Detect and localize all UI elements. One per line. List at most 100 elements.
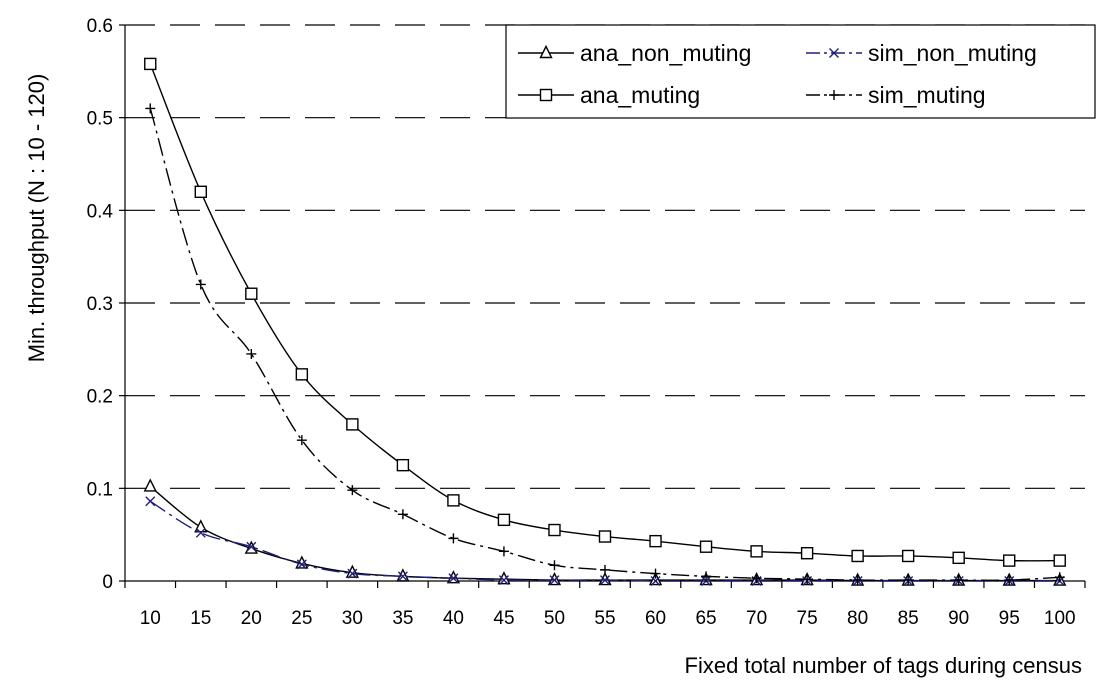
y-tick-label-1: 0.1 xyxy=(87,479,113,500)
legend-box xyxy=(505,24,1096,119)
point-sim_non_muting-6 xyxy=(448,573,459,584)
x-tick-label-9: 55 xyxy=(594,608,615,629)
point-sim_non_muting-1 xyxy=(195,527,206,538)
point-ana_muting-13 xyxy=(800,547,814,560)
point-ana_muting-11 xyxy=(699,540,713,553)
series-line-ana_muting xyxy=(149,63,1060,562)
point-ana_muting-5 xyxy=(396,458,410,472)
point-ana_non_muting-9 xyxy=(598,572,612,586)
x-tick-label-7: 45 xyxy=(493,608,514,629)
point-ana_muting-1 xyxy=(194,185,207,199)
point-ana_non_muting-0 xyxy=(143,478,157,492)
point-ana_non_muting-5 xyxy=(396,568,410,582)
legend-entry-sim_non_muting: sim_non_muting xyxy=(806,40,1037,66)
series-group xyxy=(143,57,1067,586)
x-tick-label-11: 65 xyxy=(695,608,716,629)
point-sim_muting-2 xyxy=(246,348,257,359)
point-ana_muting-14 xyxy=(851,549,864,563)
legend-marker-sim_muting xyxy=(829,90,839,100)
point-sim_muting-6 xyxy=(448,533,459,544)
point-ana_muting-4 xyxy=(346,418,359,431)
point-sim_muting-12 xyxy=(751,573,762,584)
point-ana_muting-10 xyxy=(649,534,662,548)
point-sim_non_muting-2 xyxy=(246,541,257,552)
point-sim_muting-16 xyxy=(953,575,964,586)
point-sim_non_muting-9 xyxy=(600,575,610,586)
point-ana_muting-3 xyxy=(295,368,309,381)
x-tick-label-8: 50 xyxy=(544,608,565,629)
legend-label-ana_muting: ana_muting xyxy=(580,82,700,108)
point-sim_non_muting-5 xyxy=(397,571,408,582)
legend-marker-ana_muting xyxy=(539,88,553,102)
legend-label-sim_non_muting: sim_non_muting xyxy=(868,40,1037,66)
point-sim_muting-10 xyxy=(650,568,661,579)
point-ana_muting-17 xyxy=(1003,554,1016,567)
x-tick-label-0: 10 xyxy=(140,608,161,629)
legend-entry-sim_muting: sim_muting xyxy=(806,82,986,108)
x-tick-label-16: 90 xyxy=(948,608,969,629)
x-axis-label: Fixed total number of tags during census xyxy=(685,653,1082,678)
point-ana_non_muting-7 xyxy=(497,571,511,585)
point-sim_non_muting-10 xyxy=(650,576,661,586)
y-axis-label: Min. throughput (N : 10 - 120) xyxy=(24,74,49,363)
point-sim_muting-1 xyxy=(195,279,206,290)
point-sim_muting-15 xyxy=(903,575,914,586)
x-tick-label-12: 70 xyxy=(746,608,767,629)
y-tick-label-0: 0 xyxy=(102,572,113,593)
point-sim_non_muting-3 xyxy=(296,559,307,570)
point-ana_non_muting-8 xyxy=(547,572,562,586)
x-tick-label-17: 95 xyxy=(999,608,1020,629)
point-ana_muting-7 xyxy=(497,513,511,527)
point-sim_muting-4 xyxy=(347,485,358,496)
y-tick-label-2: 0.2 xyxy=(87,387,113,408)
series-line-sim_muting xyxy=(149,108,1060,581)
x-tick-label-10: 60 xyxy=(645,608,666,629)
point-ana_muting-9 xyxy=(598,530,612,543)
point-sim_non_muting-0 xyxy=(145,496,156,507)
point-ana_muting-0 xyxy=(144,57,157,71)
x-tick-label-3: 25 xyxy=(291,608,312,629)
y-tick-label-5: 0.5 xyxy=(87,109,113,130)
point-sim_non_muting-8 xyxy=(549,575,560,586)
point-sim_muting-7 xyxy=(498,546,509,557)
point-ana_muting-12 xyxy=(750,545,763,558)
point-ana_muting-2 xyxy=(245,287,258,300)
y-tick-label-6: 0.6 xyxy=(87,16,113,37)
point-ana_muting-15 xyxy=(901,549,915,563)
legend-entry-ana_non_muting: ana_non_muting xyxy=(518,40,751,66)
point-sim_muting-5 xyxy=(397,509,408,520)
x-tick-label-13: 75 xyxy=(797,608,818,629)
point-ana_muting-6 xyxy=(447,494,460,507)
point-ana_muting-18 xyxy=(1053,554,1066,567)
x-tick-label-6: 40 xyxy=(443,608,464,629)
series-sim_non_muting xyxy=(145,496,1065,586)
x-tick-label-18: 100 xyxy=(1044,608,1076,629)
legend-marker-sim_non_muting xyxy=(829,48,839,58)
y-tick-label-3: 0.3 xyxy=(87,294,113,315)
point-ana_muting-8 xyxy=(548,523,561,537)
legend-label-sim_muting: sim_muting xyxy=(868,82,986,108)
point-sim_muting-13 xyxy=(802,574,813,585)
point-sim_muting-14 xyxy=(852,575,863,586)
legend-label-ana_non_muting: ana_non_muting xyxy=(580,40,751,66)
point-sim_muting-18 xyxy=(1054,572,1065,583)
series-ana_muting xyxy=(144,57,1066,567)
x-tick-label-2: 20 xyxy=(241,608,262,629)
point-sim_muting-8 xyxy=(549,560,560,571)
x-tick-label-15: 85 xyxy=(898,608,919,629)
point-ana_non_muting-1 xyxy=(194,519,208,533)
x-tick-label-14: 80 xyxy=(847,608,868,629)
x-tick-label-4: 30 xyxy=(342,608,363,629)
series-sim_muting xyxy=(145,103,1065,586)
legend: ana_non_muting sim_non_muting ana_muting si… xyxy=(505,24,1096,119)
point-sim_muting-11 xyxy=(701,571,712,582)
point-sim_non_muting-4 xyxy=(347,568,358,579)
y-tick-label-4: 0.4 xyxy=(87,201,114,222)
legend-marker-ana_non_muting xyxy=(539,44,553,59)
point-ana_non_muting-6 xyxy=(446,570,461,584)
tick-labels: 0 0.1 0.2 0.3 0.4 0.5 0.6 10 15 20 25 30 35 40 45 50 55 6… xyxy=(87,16,1076,629)
point-sim_non_muting-7 xyxy=(498,575,509,586)
point-sim_muting-3 xyxy=(296,435,307,446)
x-tick-label-1: 15 xyxy=(190,608,211,629)
